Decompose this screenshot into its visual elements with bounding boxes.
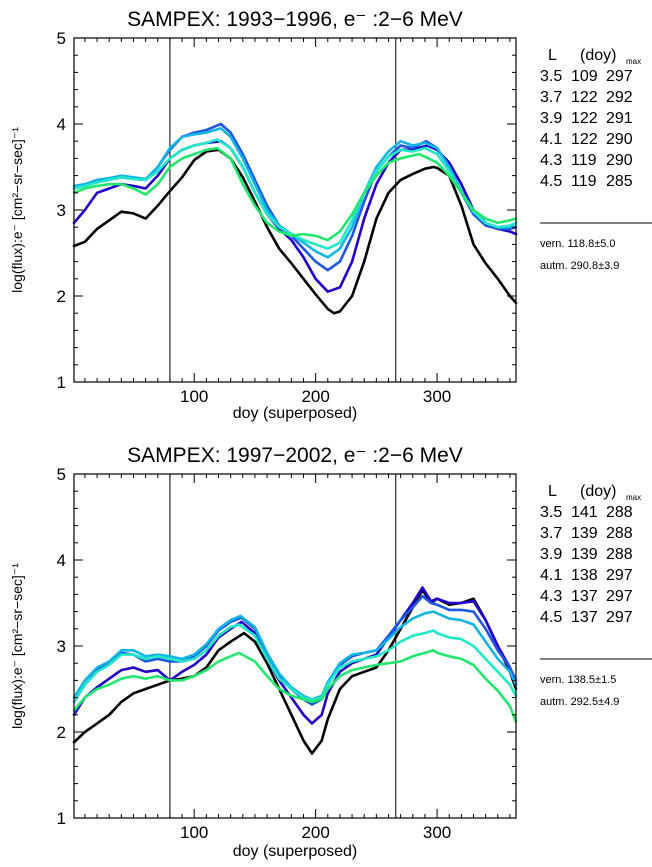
series-line-L3.9 — [72, 122, 518, 272]
series-line-L3.9 — [72, 594, 518, 706]
series-line-L3.7 — [72, 139, 518, 293]
summary-vernal: vern. 138.5±1.5 — [540, 674, 616, 686]
series-line-L3.5 — [72, 148, 518, 315]
y-tick-label: 4 — [57, 115, 66, 134]
series-line-L3.7 — [72, 586, 518, 725]
legend-vernal-doy: 141 — [571, 504, 598, 521]
chart-2: SAMPEX: 1997−2002, e⁻ :2−6 MeV 100 200 300 1… — [9, 444, 652, 860]
legend-entry-L4.1: 4.1 122 290 — [540, 131, 633, 148]
y-tick-label: 5 — [57, 29, 66, 48]
series-line-L4.5 — [72, 146, 518, 242]
legend-l-value: 4.3 — [540, 152, 562, 169]
legend-l-value: 3.5 — [540, 504, 562, 521]
legend-vernal-doy: 122 — [571, 89, 598, 106]
legend-vernal-doy: 109 — [571, 68, 598, 85]
legend-header-l: L — [548, 483, 557, 500]
y-tick-label: 1 — [57, 373, 66, 392]
legend-header-sub: max — [626, 493, 641, 502]
legend-vernal-doy: 119 — [571, 173, 597, 190]
legend-autumnal-doy: 290 — [606, 152, 633, 169]
legend-autumnal-doy: 288 — [606, 504, 633, 521]
legend-autumnal-doy: 291 — [606, 110, 633, 127]
y-tick-label: 2 — [57, 287, 66, 306]
legend-vernal-doy: 122 — [571, 131, 598, 148]
legend-autumnal-doy: 285 — [606, 173, 633, 190]
plot-frame — [73, 473, 517, 819]
legend-l-value: 4.1 — [540, 131, 562, 148]
legend-entry-L3.9: 3.9 139 288 — [540, 546, 633, 563]
legend-l-value: 3.7 — [540, 525, 562, 542]
legend-autumnal-doy: 288 — [606, 546, 633, 563]
x-tick-label: 100 — [180, 387, 208, 406]
y-axis-label: log(flux):e⁻ [cm²−sr−sec]⁻¹ — [9, 127, 25, 293]
x-tick-label: 300 — [423, 823, 451, 842]
series-line-L4.3 — [72, 138, 518, 250]
legend-autumnal-doy: 297 — [606, 609, 633, 626]
legend-header-doy: (doy) — [580, 47, 616, 64]
legend-entry-L4.3: 4.3 137 297 — [540, 588, 633, 605]
legend-l-value: 4.5 — [540, 609, 562, 626]
legend-header-doy: (doy) — [580, 483, 616, 500]
legend-autumnal-doy: 292 — [606, 89, 633, 106]
y-tick-label: 3 — [57, 637, 66, 656]
legend-autumnal-doy: 288 — [606, 525, 633, 542]
y-tick-label: 1 — [57, 809, 66, 828]
legend-l-value: 3.9 — [540, 110, 562, 127]
x-tick-label: 200 — [301, 387, 329, 406]
legend-vernal-doy: 137 — [571, 588, 598, 605]
legend-vernal-doy: 119 — [571, 152, 597, 169]
chart-title: SAMPEX: 1997−2002, e⁻ :2−6 MeV — [127, 444, 463, 467]
series-line-L3.5 — [72, 588, 518, 755]
series-line-L4.3 — [72, 623, 518, 704]
legend-autumnal-doy: 297 — [606, 68, 633, 85]
legend-entry-L4.3: 4.3 119 290 — [540, 152, 633, 169]
legend-autumnal-doy: 297 — [606, 567, 633, 584]
legend-vernal-doy: 139 — [571, 525, 598, 542]
chart-1: SAMPEX: 1993−1996, e⁻ :2−6 MeV 100 200 300 1… — [9, 8, 652, 422]
legend-autumnal-doy: 297 — [606, 588, 633, 605]
y-tick-label: 3 — [57, 201, 66, 220]
legend-l-value: 3.7 — [540, 89, 562, 106]
summary-autumnal: autm. 290.8±3.9 — [540, 260, 619, 272]
chart-title: SAMPEX: 1993−1996, e⁻ :2−6 MeV — [127, 8, 463, 31]
legend-l-value: 4.5 — [540, 173, 562, 190]
legend-header-l: L — [548, 47, 557, 64]
legend-l-value: 3.5 — [540, 68, 562, 85]
plot-frame — [73, 37, 517, 383]
legend: L (doy) max 3.5 141 288 3.7 139 288 3.9 139 288 4.1 1… — [540, 483, 652, 708]
legend-l-value: 3.9 — [540, 546, 562, 563]
legend-l-value: 4.1 — [540, 567, 562, 584]
summary-vernal: vern. 118.8±5.0 — [540, 238, 616, 250]
legend-entry-L4.5: 4.5 137 297 — [540, 609, 633, 626]
x-tick-label: 300 — [423, 387, 451, 406]
summary-autumnal: autm. 292.5±4.9 — [540, 696, 619, 708]
legend-entry-L4.1: 4.1 138 297 — [540, 567, 633, 584]
x-tick-label: 200 — [301, 823, 329, 842]
x-tick-label: 100 — [180, 823, 208, 842]
x-axis-label: doy (superposed) — [233, 843, 358, 860]
legend-l-value: 4.3 — [540, 588, 562, 605]
legend-entry-L3.9: 3.9 122 291 — [540, 110, 633, 127]
legend-vernal-doy: 122 — [571, 110, 598, 127]
y-tick-label: 5 — [57, 465, 66, 484]
legend-entry-L4.5: 4.5 119 285 — [540, 173, 633, 190]
legend-autumnal-doy: 290 — [606, 131, 633, 148]
legend-entry-L3.5: 3.5 141 288 — [540, 504, 633, 521]
legend-vernal-doy: 138 — [571, 567, 598, 584]
legend-entry-L3.5: 3.5 109 297 — [540, 68, 633, 85]
legend-vernal-doy: 137 — [571, 609, 598, 626]
y-tick-label: 2 — [57, 723, 66, 742]
y-axis-label: log(flux):e⁻ [cm²−sr−sec]⁻¹ — [9, 563, 25, 729]
legend-entry-L3.7: 3.7 122 292 — [540, 89, 633, 106]
y-tick-label: 4 — [57, 551, 66, 570]
legend: L (doy) max 3.5 109 297 3.7 122 292 3.9 122 291 4.1 1… — [540, 47, 652, 272]
legend-vernal-doy: 139 — [571, 546, 598, 563]
legend-header-sub: max — [626, 57, 641, 66]
series-line-L4.5 — [72, 649, 518, 723]
legend-entry-L3.7: 3.7 139 288 — [540, 525, 633, 542]
x-axis-label: doy (superposed) — [233, 405, 358, 422]
